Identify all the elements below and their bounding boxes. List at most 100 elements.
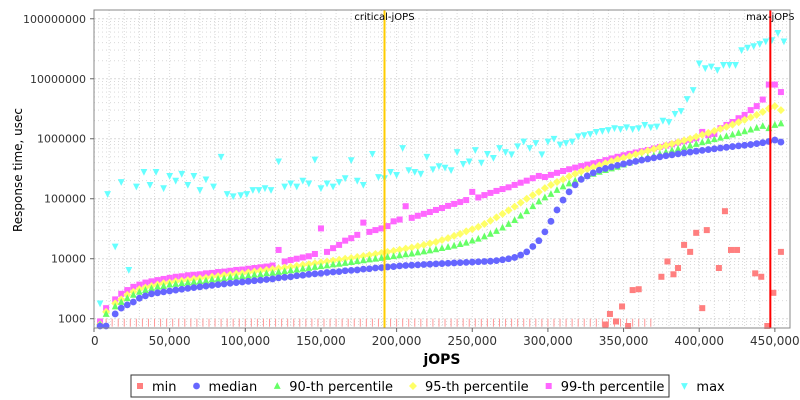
point-99-th-percentile xyxy=(469,188,476,195)
point-95-th-percentile xyxy=(740,115,749,124)
y-tick-label: 100000000 xyxy=(23,13,86,26)
point-90-th-percentile xyxy=(281,267,289,275)
point-90-th-percentile xyxy=(365,255,373,263)
point-95-th-percentile xyxy=(661,141,670,150)
point-min xyxy=(687,248,694,255)
point-90-th-percentile xyxy=(729,130,736,138)
point-90-th-percentile xyxy=(432,245,440,253)
point-median xyxy=(559,196,567,204)
legend: min median 90-th percentile 95-th percentil… xyxy=(130,374,725,398)
point-95-th-percentile xyxy=(438,236,446,245)
point-max xyxy=(532,140,540,147)
point-max xyxy=(210,183,217,191)
point-median xyxy=(771,136,779,144)
point-max xyxy=(726,62,733,69)
point-max xyxy=(701,65,709,73)
point-min xyxy=(681,241,688,248)
point-99-th-percentile xyxy=(511,181,518,188)
point-95-th-percentile xyxy=(583,165,592,174)
y-tick-label: 100000 xyxy=(44,193,86,206)
point-90-th-percentile xyxy=(305,264,313,271)
point-max xyxy=(267,187,275,194)
point-95-th-percentile xyxy=(601,159,610,168)
point-max xyxy=(574,133,582,141)
point-median xyxy=(341,267,349,275)
point-median xyxy=(735,142,742,150)
point-95-th-percentile xyxy=(571,169,580,178)
point-max xyxy=(229,193,237,201)
point-median xyxy=(432,260,440,268)
point-99-th-percentile xyxy=(396,216,403,223)
point-max xyxy=(299,177,307,185)
point-95-th-percentile xyxy=(486,216,495,225)
point-90-th-percentile xyxy=(710,135,718,143)
point-95-th-percentile xyxy=(686,134,695,143)
point-min xyxy=(770,289,777,296)
point-median xyxy=(359,265,367,273)
point-99-th-percentile xyxy=(547,171,554,178)
point-90-th-percentile xyxy=(226,273,234,281)
point-99-th-percentile xyxy=(765,81,772,88)
point-99-th-percentile xyxy=(148,278,155,285)
point-90-th-percentile xyxy=(723,132,730,140)
point-95-th-percentile xyxy=(419,240,428,249)
point-99-th-percentile xyxy=(281,258,288,265)
point-90-th-percentile xyxy=(335,259,343,267)
point-90-th-percentile xyxy=(565,179,573,187)
point-max xyxy=(586,131,594,138)
point-median xyxy=(365,265,373,273)
point-min xyxy=(715,265,722,272)
point-median xyxy=(505,255,512,263)
point-max xyxy=(665,119,673,126)
point-95-th-percentile xyxy=(498,209,507,218)
point-99-th-percentile xyxy=(414,212,421,219)
point-max xyxy=(459,161,467,168)
point-max xyxy=(496,145,503,152)
point-99-th-percentile xyxy=(541,174,548,181)
x-axis: 0 50,000 100,000 150,000 200,000 250,000 300,0… xyxy=(91,328,800,348)
point-95-th-percentile xyxy=(323,257,332,266)
x-tick-label: 200,000 xyxy=(372,334,422,348)
point-min xyxy=(613,318,619,325)
point-95-th-percentile xyxy=(359,252,368,261)
legend-label-min: min xyxy=(152,380,177,395)
point-90-th-percentile xyxy=(480,232,488,240)
point-median xyxy=(565,188,573,196)
point-95-th-percentile xyxy=(625,152,634,161)
point-95-th-percentile xyxy=(528,191,537,200)
point-max xyxy=(417,170,425,178)
point-99-th-percentile xyxy=(275,246,282,253)
point-max xyxy=(261,185,269,193)
marker-lines: critical-jOPS max-jOPS xyxy=(354,10,795,328)
legend-marker-min xyxy=(137,383,143,389)
point-max xyxy=(556,141,564,149)
point-99-th-percentile xyxy=(348,235,355,242)
point-99-th-percentile xyxy=(136,281,143,288)
point-max xyxy=(611,125,618,133)
point-90-th-percentile xyxy=(717,133,724,141)
point-max xyxy=(623,124,630,132)
point-max xyxy=(695,60,703,68)
point-99-th-percentile xyxy=(130,283,137,290)
legend-label-max: max xyxy=(696,380,725,395)
point-99-th-percentile xyxy=(299,254,306,261)
point-median xyxy=(220,280,228,288)
point-99-th-percentile xyxy=(305,253,312,260)
y-axis-label: Response time, usec xyxy=(11,108,25,232)
point-max xyxy=(598,128,606,135)
point-median xyxy=(480,258,488,265)
point-max xyxy=(117,179,125,186)
point-99-th-percentile xyxy=(142,279,149,286)
point-max xyxy=(160,185,167,193)
point-max xyxy=(514,143,522,151)
point-min xyxy=(670,271,677,278)
point-90-th-percentile xyxy=(753,123,761,131)
point-95-th-percentile xyxy=(776,106,785,115)
point-min xyxy=(764,323,771,329)
x-tick-label: 50,000 xyxy=(149,334,191,348)
legend-label-99-th-percentile: 99-th percentile xyxy=(561,380,665,395)
point-max xyxy=(190,173,198,180)
point-median xyxy=(614,161,621,169)
point-99-th-percentile xyxy=(154,277,161,284)
point-median xyxy=(553,206,561,214)
